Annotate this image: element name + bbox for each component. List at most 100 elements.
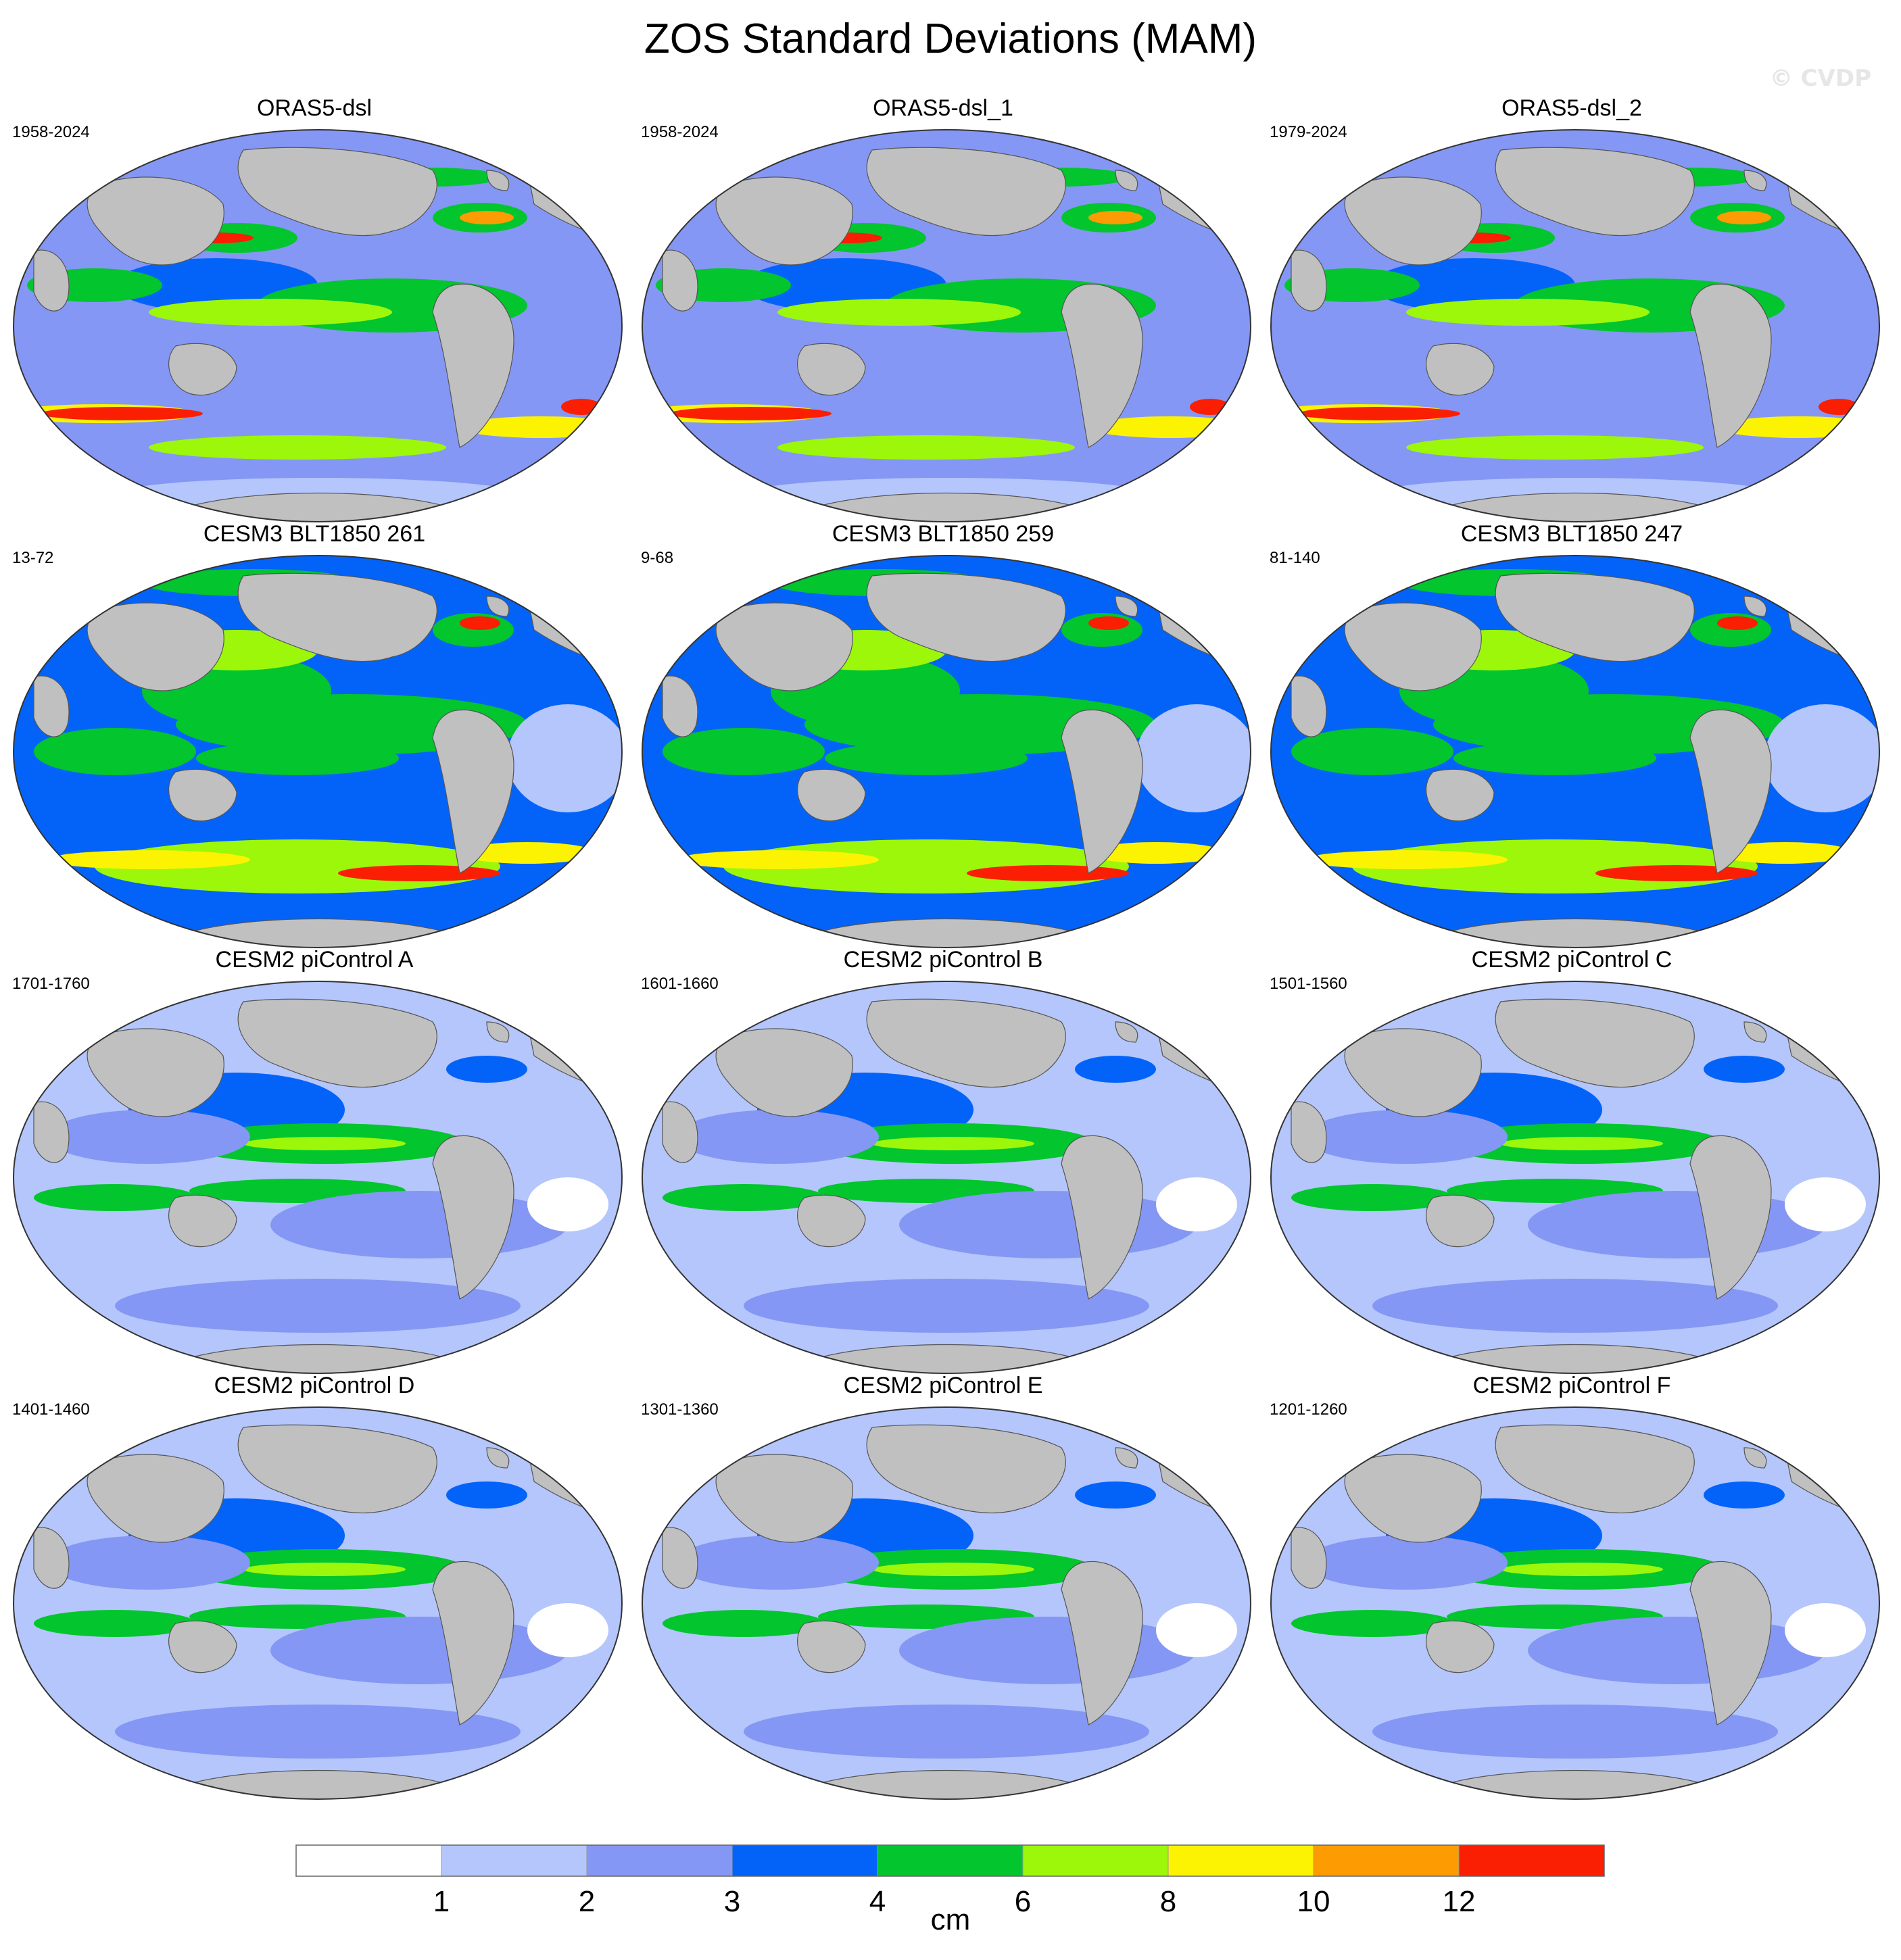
land-mass (797, 768, 866, 822)
map-panel: CESM2 piControl F 1201-1260 (1257, 1372, 1886, 1800)
land-mass (168, 343, 237, 396)
zos-field-region (47, 850, 250, 869)
world-map (1270, 1406, 1880, 1800)
zos-field-region (1075, 1056, 1156, 1083)
land-mass (1061, 709, 1143, 874)
map-border (13, 555, 623, 948)
panel-period: 1979-2024 (1270, 123, 1347, 141)
panel-title: ORAS5-dsl_2 (1501, 95, 1642, 121)
zos-field-region (1291, 1610, 1453, 1637)
zos-field-region (676, 1110, 879, 1164)
land-mass (715, 1028, 853, 1117)
land-mass (1344, 1028, 1482, 1117)
map-border (1270, 981, 1880, 1374)
zos-field-region (1372, 1279, 1778, 1333)
land-mass (797, 1194, 866, 1248)
map-panel: ORAS5-dsl_1 1958-2024 (629, 95, 1257, 522)
colorbar-tick-label: 3 (724, 1885, 740, 1918)
zos-field-region (1501, 1563, 1663, 1576)
panel-period: 1958-2024 (641, 123, 719, 141)
colorbar-swatch (1313, 1844, 1460, 1877)
land-mass (486, 595, 510, 617)
map-panel: CESM2 piControl D 1401-1460 (0, 1372, 629, 1800)
world-map (642, 981, 1251, 1374)
colorbar-tick-label: 6 (1015, 1885, 1031, 1918)
zos-field-region (669, 407, 832, 420)
colorbar-tick-label: 4 (869, 1885, 886, 1918)
zos-field-region (460, 211, 514, 224)
panel-period: 81-140 (1270, 549, 1320, 567)
zos-field-region (1372, 1705, 1778, 1759)
zos-field-region (47, 1110, 250, 1164)
land-mass (1743, 595, 1767, 617)
land-mass (168, 1620, 237, 1673)
zos-field-region (1075, 1481, 1156, 1509)
land-mass (1115, 595, 1138, 617)
panel-period: 1601-1660 (641, 975, 719, 993)
zos-field-region (1305, 1536, 1508, 1590)
panel-title: CESM2 piControl C (1471, 947, 1673, 973)
zos-field-region (149, 299, 392, 326)
map-panel: ORAS5-dsl_2 1979-2024 (1257, 95, 1886, 522)
land-mass (432, 283, 514, 448)
panel-period: 1701-1760 (12, 975, 90, 993)
zos-field-region (1406, 435, 1704, 460)
land-mass (1061, 1135, 1143, 1300)
panel-period: 13-72 (12, 549, 54, 567)
map-border (1270, 555, 1880, 948)
land-mass (1495, 572, 1695, 662)
colorbar-swatch (295, 1844, 442, 1877)
zos-field-region (777, 435, 1075, 460)
land-mass (662, 249, 698, 312)
world-map (1270, 129, 1880, 522)
zos-field-region (872, 1137, 1034, 1150)
land-mass (1426, 1620, 1495, 1673)
zos-field-region (676, 1536, 879, 1590)
land-mass (168, 768, 237, 822)
land-mass (866, 572, 1066, 662)
zos-field-region (744, 1705, 1149, 1759)
land-mass (432, 709, 514, 874)
land-mass (1743, 1021, 1767, 1043)
zos-field-region (1156, 1177, 1237, 1231)
land-mass (1291, 1527, 1327, 1589)
zos-field-region (663, 1184, 825, 1211)
land-mass (715, 602, 853, 691)
land-mass (87, 1454, 224, 1543)
land-mass (662, 1527, 698, 1589)
zos-field-region (243, 1563, 406, 1576)
zos-field-region (872, 1563, 1034, 1576)
land-mass (33, 1527, 70, 1589)
cvdp-watermark: © CVDP (1769, 65, 1871, 92)
map-panel: CESM2 piControl B 1601-1660 (629, 946, 1257, 1374)
land-mass (1291, 675, 1327, 737)
world-map (13, 981, 623, 1374)
land-mass (1743, 1447, 1767, 1469)
zos-field-region (115, 1279, 521, 1333)
zos-field-region (34, 1184, 196, 1211)
land-mass (237, 1424, 437, 1514)
zos-field-region (663, 1610, 825, 1637)
world-map (642, 1406, 1251, 1800)
land-mass (1689, 709, 1772, 874)
map-panel: CESM3 BLT1850 259 9-68 (629, 520, 1257, 948)
zos-field-region (527, 1603, 608, 1657)
land-mass (486, 170, 510, 191)
zos-field-region (1501, 1137, 1663, 1150)
zos-field-region (1305, 850, 1508, 869)
panel-title: ORAS5-dsl_1 (873, 95, 1013, 121)
zos-field-region (1717, 842, 1852, 864)
land-mass (432, 1561, 514, 1725)
colorbar-swatch (441, 1844, 587, 1877)
world-map (642, 129, 1251, 522)
land-mass (432, 1135, 514, 1300)
zos-field-region (115, 1705, 521, 1759)
panel-title: CESM2 piControl D (214, 1373, 415, 1398)
land-mass (1115, 170, 1138, 191)
colorbar-swatch (1458, 1844, 1605, 1877)
map-border (642, 981, 1251, 1374)
land-mass (1426, 768, 1495, 822)
zos-field-region (1291, 1184, 1453, 1211)
colorbar-swatch (1168, 1844, 1314, 1877)
zos-field-region (744, 1279, 1149, 1333)
